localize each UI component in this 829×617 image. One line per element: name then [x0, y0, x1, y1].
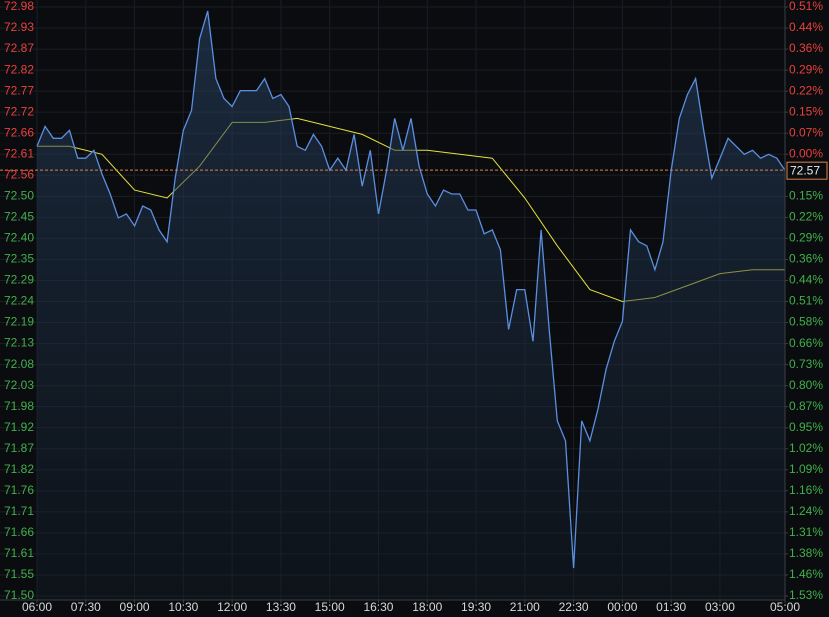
y2-tick-label: 0.22%	[789, 83, 823, 97]
y-tick-label: 72.24	[4, 294, 34, 308]
y-tick-label: 72.50	[4, 188, 34, 202]
x-tick-label: 05:00	[770, 600, 800, 614]
reference-box	[786, 161, 828, 180]
y2-tick-label: 0.44%	[789, 273, 823, 287]
x-tick-label: 21:00	[510, 600, 540, 614]
y2-tick-label: 1.09%	[789, 462, 823, 476]
x-tick-label: 07:30	[71, 600, 101, 614]
y-tick-label: 71.50	[4, 588, 34, 602]
y2-tick-label: 0.15%	[789, 104, 823, 118]
y-tick-label: 71.71	[4, 504, 34, 518]
y2-tick-label: 0.73%	[789, 357, 823, 371]
y-tick-label: 72.82	[4, 62, 34, 76]
y2-tick-label: 1.53%	[789, 588, 823, 602]
x-tick-label: 06:00	[22, 600, 52, 614]
y2-tick-label: 0.51%	[789, 294, 823, 308]
y2-tick-label: 0.36%	[789, 252, 823, 266]
y2-tick-label: 1.24%	[789, 504, 823, 518]
y2-tick-label: 0.66%	[789, 336, 823, 350]
y-tick-label: 71.55	[4, 567, 34, 581]
y2-tick-label: 0.80%	[789, 378, 823, 392]
y2-tick-label: 0.22%	[789, 210, 823, 224]
y-tick-label: 72.08	[4, 357, 34, 371]
y2-tick-label: 0.15%	[789, 189, 823, 203]
y2-tick-label: 0.36%	[789, 41, 823, 55]
x-tick-label: 01:30	[656, 600, 686, 614]
y-tick-label: 71.87	[4, 441, 34, 455]
y-tick-label: 71.61	[4, 546, 34, 560]
y-tick-label: 72.40	[4, 231, 34, 245]
y2-tick-label: 1.46%	[789, 567, 823, 581]
x-tick-label: 18:00	[412, 600, 442, 614]
y-tick-label: 72.98	[4, 0, 34, 13]
y-tick-label: 71.82	[4, 462, 34, 476]
x-tick-label: 13:30	[266, 600, 296, 614]
x-tick-label: 00:00	[607, 600, 637, 614]
y-tick-label: 72.03	[4, 378, 34, 392]
x-tick-label: 03:00	[705, 600, 735, 614]
y2-tick-label: 1.02%	[789, 441, 823, 455]
y-tick-label: 72.45	[4, 210, 34, 224]
y2-tick-label: 0.44%	[789, 20, 823, 34]
y-tick-label: 71.76	[4, 483, 34, 497]
y2-tick-label: 0.58%	[789, 315, 823, 329]
y-tick-label: 72.35	[4, 252, 34, 266]
y-tick-label: 71.92	[4, 420, 34, 434]
y-tick-label: 71.66	[4, 525, 34, 539]
y-tick-label: 72.72	[4, 104, 34, 118]
y2-tick-label: 0.29%	[789, 62, 823, 76]
line	[36, 10, 786, 569]
y2-tick-label: 0.51%	[789, 0, 823, 13]
y-tick-label: 71.98	[4, 399, 34, 413]
y2-tick-label: 0.87%	[789, 399, 823, 413]
x-tick-label: 19:30	[461, 600, 491, 614]
y2-tick-label: 0.07%	[789, 125, 823, 139]
y-tick-label: 72.56	[4, 167, 34, 181]
x-tick-label: 15:00	[315, 600, 345, 614]
y-tick-label: 72.66	[4, 125, 34, 139]
area	[37, 11, 785, 600]
y-tick-label: 72.29	[4, 273, 34, 287]
y-tick-label: 72.19	[4, 315, 34, 329]
y2-tick-label: 1.38%	[789, 546, 823, 560]
x-tick-label: 22:30	[559, 600, 589, 614]
x-tick-label: 12:00	[217, 600, 247, 614]
y2-tick-label: 0.95%	[789, 420, 823, 434]
y-tick-label: 72.93	[4, 20, 34, 34]
y-tick-label: 72.87	[4, 41, 34, 55]
x-tick-label: 16:30	[363, 600, 393, 614]
y2-tick-label: 0.29%	[789, 231, 823, 245]
y-tick-label: 72.13	[4, 336, 34, 350]
reference-label: 72.57	[790, 163, 820, 177]
y2-tick-label: 0.00%	[789, 146, 823, 160]
y2-tick-label: 1.16%	[789, 483, 823, 497]
x-tick-label: 10:30	[168, 600, 198, 614]
x-tick-label: 09:00	[120, 600, 150, 614]
y-tick-label: 72.77	[4, 83, 34, 97]
y2-tick-label: 1.31%	[789, 525, 823, 539]
y-tick-label: 72.61	[4, 146, 34, 160]
